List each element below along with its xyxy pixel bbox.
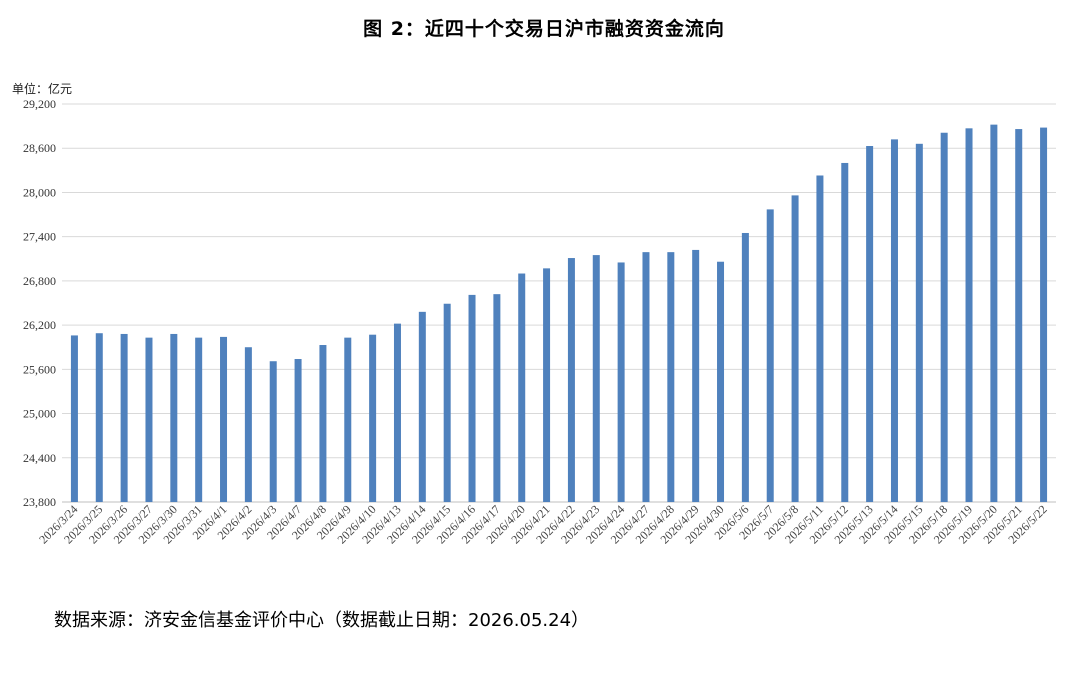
bar xyxy=(245,347,252,502)
bar xyxy=(518,274,525,502)
y-tick-label: 26,800 xyxy=(23,274,56,288)
y-tick-label: 25,000 xyxy=(23,407,56,421)
bar xyxy=(816,175,823,502)
bar xyxy=(121,334,128,502)
bar xyxy=(941,133,948,502)
bar xyxy=(767,209,774,502)
bar xyxy=(618,262,625,502)
bar xyxy=(1015,129,1022,502)
data-source-note: 数据来源：济安金信基金评价中心（数据截止日期：2026.05.24） xyxy=(54,606,589,632)
y-tick-label: 23,800 xyxy=(23,495,56,509)
bar xyxy=(170,334,177,502)
bar xyxy=(692,250,699,502)
bar xyxy=(966,128,973,502)
bar xyxy=(220,337,227,502)
y-tick-label: 28,600 xyxy=(23,141,56,155)
bar xyxy=(543,268,550,502)
bar xyxy=(469,295,476,502)
bar xyxy=(344,338,351,502)
bar xyxy=(493,294,500,502)
bar xyxy=(394,324,401,502)
y-tick-label: 26,200 xyxy=(23,318,56,332)
bar xyxy=(319,345,326,502)
bar xyxy=(444,304,451,502)
bar xyxy=(195,338,202,502)
y-tick-label: 28,000 xyxy=(23,185,56,199)
y-tick-label: 24,400 xyxy=(23,451,56,465)
bar xyxy=(71,335,78,502)
bar xyxy=(667,252,674,502)
bar xyxy=(891,139,898,502)
bar xyxy=(1040,128,1047,502)
y-tick-label: 25,600 xyxy=(23,362,56,376)
bar xyxy=(419,312,426,502)
y-tick-label: 27,400 xyxy=(23,230,56,244)
bar xyxy=(792,195,799,502)
bar xyxy=(593,255,600,502)
bar xyxy=(642,252,649,502)
bar xyxy=(145,338,152,502)
bar xyxy=(742,233,749,502)
bar xyxy=(96,333,103,502)
bar xyxy=(916,144,923,502)
bar xyxy=(841,163,848,502)
bar xyxy=(568,258,575,502)
bar xyxy=(866,146,873,502)
bar xyxy=(717,262,724,502)
bar xyxy=(270,361,277,502)
bar xyxy=(369,335,376,502)
y-tick-label: 29,200 xyxy=(23,97,56,111)
bar xyxy=(990,125,997,502)
bar xyxy=(295,359,302,502)
